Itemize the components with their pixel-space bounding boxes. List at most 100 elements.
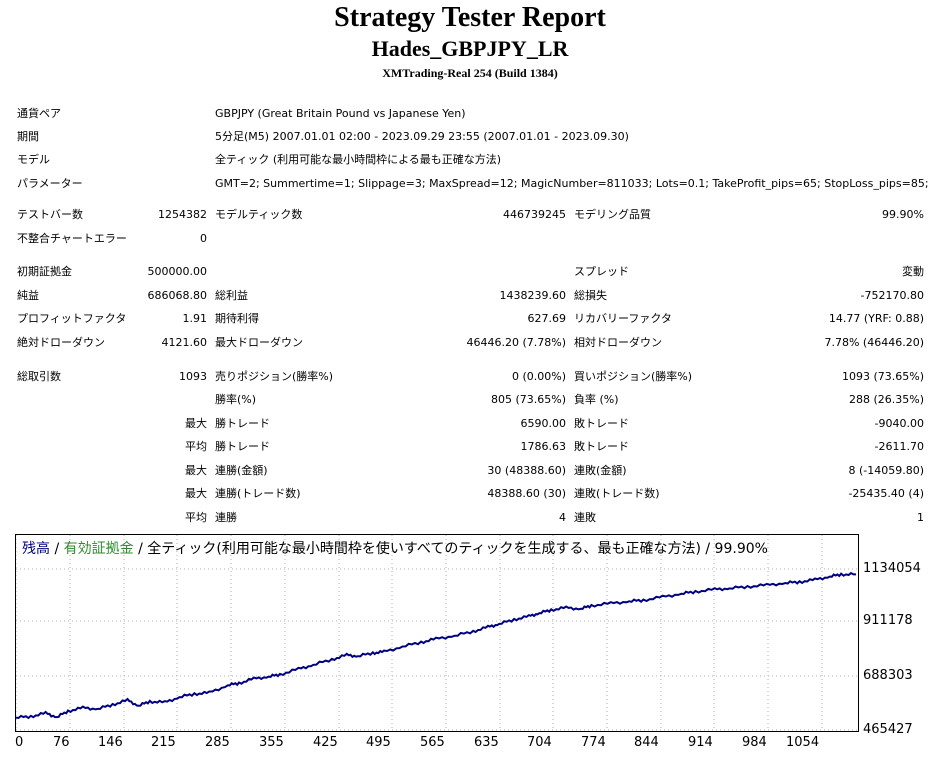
ticks-value: 446739245 — [503, 208, 566, 221]
consec-loss-amt-label: 連敗(金額) — [574, 464, 627, 477]
max-label-2: 最大 — [185, 464, 207, 477]
x-tick-label: 495 — [366, 735, 391, 750]
max-win-value: 6590.00 — [520, 417, 567, 430]
x-tick-label: 215 — [151, 735, 176, 750]
server-info: XMTrading-Real 254 (Build 1384) — [382, 66, 558, 80]
y-tick-label: 911178 — [863, 613, 913, 628]
lossrate-label: 負率 (%) — [574, 393, 619, 406]
pair-label: 通貨ペア — [17, 107, 61, 120]
legend-balance: 残高 — [22, 541, 50, 557]
report-title: Strategy Tester Report — [334, 2, 606, 33]
legend-rest: / 全ティック(利用可能な最小時間枠を使いすべてのティックを生成する、最も正確な… — [133, 541, 768, 557]
ticks-label: モデルティック数 — [215, 208, 303, 221]
consec-win-cnt-label: 連勝(トレード数) — [215, 487, 301, 500]
x-tick-label: 285 — [205, 735, 230, 750]
avg-consec-loss-label: 連敗 — [574, 511, 596, 524]
gross-profit-label: 総利益 — [215, 289, 248, 302]
avg-label-1: 平均 — [185, 440, 207, 453]
x-tick-label: 146 — [98, 735, 123, 750]
deposit-label: 初期証拠金 — [17, 265, 72, 278]
x-tick-label: 635 — [474, 735, 499, 750]
max-win-label: 勝トレード — [215, 417, 270, 430]
spread-label: スプレッド — [574, 265, 629, 278]
gross-profit-value: 1438239.60 — [499, 289, 566, 302]
short-value: 0 (0.00%) — [511, 370, 566, 383]
consec-loss-amt-value: 8 (-14059.80) — [848, 464, 924, 477]
x-tick-label: 914 — [688, 735, 713, 750]
x-tick-label: 774 — [581, 735, 606, 750]
avg-consec-win-value: 4 — [559, 511, 566, 524]
consec-win-cnt-value: 48388.60 (30) — [487, 487, 566, 500]
max-label-1: 最大 — [185, 417, 207, 430]
x-tick-label: 704 — [527, 735, 552, 750]
gross-loss-label: 総損失 — [574, 289, 607, 302]
chart-legend: 残高 / 有効証拠金 / 全ティック(利用可能な最小時間枠を使いすべてのティック… — [22, 541, 768, 557]
gross-loss-value: -752170.80 — [860, 289, 924, 302]
bars-label: テストバー数 — [17, 208, 83, 221]
avg-loss-value: -2611.70 — [874, 440, 924, 453]
avg-win-value: 1786.63 — [520, 440, 567, 453]
model-value: 全ティック (利用可能な最小時間枠による最も正確な方法) — [215, 153, 502, 166]
max-loss-label: 敗トレード — [574, 417, 629, 430]
y-tick-label: 688303 — [863, 668, 913, 683]
balance-line — [16, 571, 856, 720]
long-label: 買いポジション(勝率%) — [574, 370, 693, 383]
balance-chart — [15, 534, 859, 732]
consec-loss-cnt-value: -25435.40 (4) — [848, 487, 924, 500]
params-label: パラメーター — [17, 177, 83, 190]
abs-dd-value: 4121.60 — [161, 336, 208, 349]
legend-equity: 有効証拠金 — [63, 541, 134, 557]
expected-value: 627.69 — [527, 312, 567, 325]
chart-plot — [16, 535, 858, 731]
mismatch-value: 0 — [200, 232, 207, 245]
x-tick-label: 984 — [742, 735, 767, 750]
y-tick-label: 465427 — [863, 722, 913, 737]
period-value: 5分足(M5) 2007.01.01 02:00 - 2023.09.29 23… — [215, 130, 629, 143]
quality-label: モデリング品質 — [574, 208, 651, 221]
expected-label: 期待利得 — [215, 312, 259, 325]
x-tick-label: 425 — [313, 735, 338, 750]
avg-label-2: 平均 — [185, 511, 207, 524]
ea-name: Hades_GBPJPY_LR — [371, 36, 569, 61]
avg-loss-label: 敗トレード — [574, 440, 629, 453]
avg-consec-win-label: 連勝 — [215, 511, 237, 524]
spread-value: 変動 — [902, 265, 924, 278]
x-tick-label: 0 — [15, 735, 24, 750]
net-value: 686068.80 — [147, 289, 208, 302]
recovery-value: 14.77 (YRF: 0.88) — [828, 312, 924, 325]
max-dd-label: 最大ドローダウン — [215, 336, 303, 349]
x-tick-label: 355 — [259, 735, 284, 750]
avg-consec-loss-value: 1 — [917, 511, 924, 524]
winrate-value: 805 (73.65%) — [490, 393, 566, 406]
pair-value: GBPJPY (Great Britain Pound vs Japanese … — [215, 107, 466, 120]
recovery-label: リカバリーファクタ — [574, 312, 672, 325]
short-label: 売りポジション(勝率%) — [215, 370, 334, 383]
quality-value: 99.90% — [882, 208, 924, 221]
winrate-label: 勝率(%) — [215, 393, 257, 406]
bars-value: 1254382 — [158, 208, 207, 221]
pf-value: 1.91 — [182, 312, 208, 325]
max-loss-value: -9040.00 — [874, 417, 924, 430]
x-tick-label: 76 — [53, 735, 70, 750]
deposit-value: 500000.00 — [147, 265, 208, 278]
y-tick-label: 1134054 — [863, 561, 921, 576]
max-dd-value: 46446.20 (7.78%) — [466, 336, 566, 349]
consec-win-amt-label: 連勝(金額) — [215, 464, 268, 477]
trades-label: 総取引数 — [17, 370, 61, 383]
trades-value: 1093 — [179, 370, 207, 383]
rel-dd-value: 7.78% (46446.20) — [824, 336, 924, 349]
x-tick-label: 1054 — [786, 735, 820, 750]
model-label: モデル — [17, 153, 50, 166]
mismatch-label: 不整合チャートエラー — [17, 232, 127, 245]
lossrate-value: 288 (26.35%) — [848, 393, 924, 406]
abs-dd-label: 絶対ドローダウン — [17, 336, 105, 349]
legend-sep: / — [50, 541, 64, 557]
max-label-3: 最大 — [185, 487, 207, 500]
x-tick-label: 565 — [420, 735, 445, 750]
period-label: 期間 — [17, 130, 39, 143]
rel-dd-label: 相対ドローダウン — [574, 336, 662, 349]
consec-loss-cnt-label: 連敗(トレード数) — [574, 487, 660, 500]
params-value: GMT=2; Summertime=1; Slippage=3; MaxSpre… — [215, 177, 929, 190]
long-value: 1093 (73.65%) — [841, 370, 924, 383]
avg-win-label: 勝トレード — [215, 440, 270, 453]
